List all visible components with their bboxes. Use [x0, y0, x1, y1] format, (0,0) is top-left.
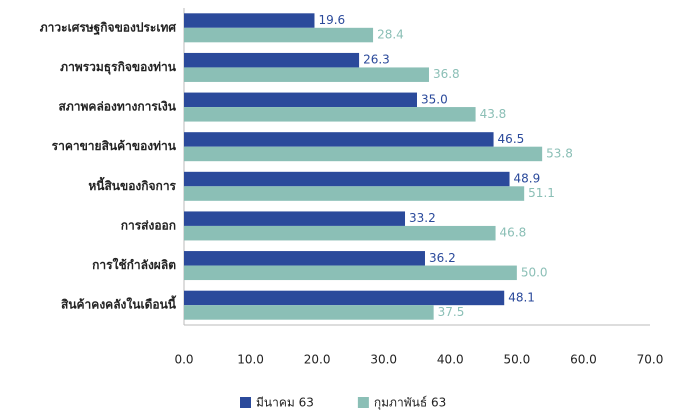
value-label: 36.2: [429, 251, 456, 265]
bar: [184, 107, 476, 122]
category-label: หนี้สินของกิจการ: [88, 176, 176, 193]
category-label: ภาวะเศรษฐกิจของประเทศ: [40, 20, 177, 35]
legend-swatch: [240, 397, 251, 408]
value-label: 46.8: [500, 226, 527, 240]
bar: [184, 27, 374, 43]
bar: [184, 305, 434, 320]
category-label: ราคาขายสินค้าของท่าน: [52, 139, 177, 153]
value-label: 36.8: [433, 67, 460, 81]
category-label: สภาพคล่องทางการเงิน: [59, 100, 177, 114]
category-label: สินค้าคงคลังในเดือนนี้: [61, 295, 177, 312]
bar: [184, 92, 417, 108]
value-label: 51.1: [528, 186, 555, 200]
value-label: 43.8: [480, 107, 507, 121]
value-label: 48.9: [514, 172, 541, 186]
value-label: 53.8: [546, 146, 573, 160]
value-label: 35.0: [421, 92, 448, 106]
bar: [184, 186, 525, 201]
x-tick-label: 20.0: [304, 353, 331, 367]
value-label: 37.5: [438, 305, 465, 319]
legend-label: มีนาคม 63: [256, 396, 314, 410]
x-tick-label: 40.0: [437, 353, 464, 367]
bar: [184, 171, 510, 187]
bar: [184, 13, 315, 28]
x-tick-label: 0.0: [174, 353, 193, 367]
bar: [184, 251, 425, 266]
bar: [184, 132, 494, 147]
category-label: การใช้กำลังผลิต: [92, 257, 176, 272]
category-label: การส่งออก: [121, 218, 176, 232]
value-label: 26.3: [363, 53, 390, 67]
category-label: ภาพรวมธุรกิจของท่าน: [60, 60, 177, 75]
bar: [184, 67, 429, 82]
x-tick-label: 10.0: [237, 353, 264, 367]
value-label: 46.5: [498, 132, 525, 146]
x-tick-label: 60.0: [570, 353, 597, 367]
bar: [184, 290, 505, 306]
legend-swatch: [357, 397, 369, 408]
value-label: 28.4: [377, 28, 404, 42]
legend-label: กุมภาพันธ์ 63: [374, 396, 446, 411]
value-label: 33.2: [409, 211, 436, 225]
value-label: 48.1: [508, 290, 535, 304]
bar: [184, 52, 360, 68]
x-tick-label: 50.0: [503, 353, 530, 367]
bar: [184, 146, 543, 162]
bar: [184, 211, 406, 226]
x-tick-label: 70.0: [637, 353, 664, 367]
bar: [184, 225, 496, 241]
value-label: 19.6: [318, 13, 345, 27]
x-tick-label: 30.0: [370, 353, 397, 367]
value-label: 50.0: [521, 265, 548, 279]
bar: [184, 265, 517, 281]
